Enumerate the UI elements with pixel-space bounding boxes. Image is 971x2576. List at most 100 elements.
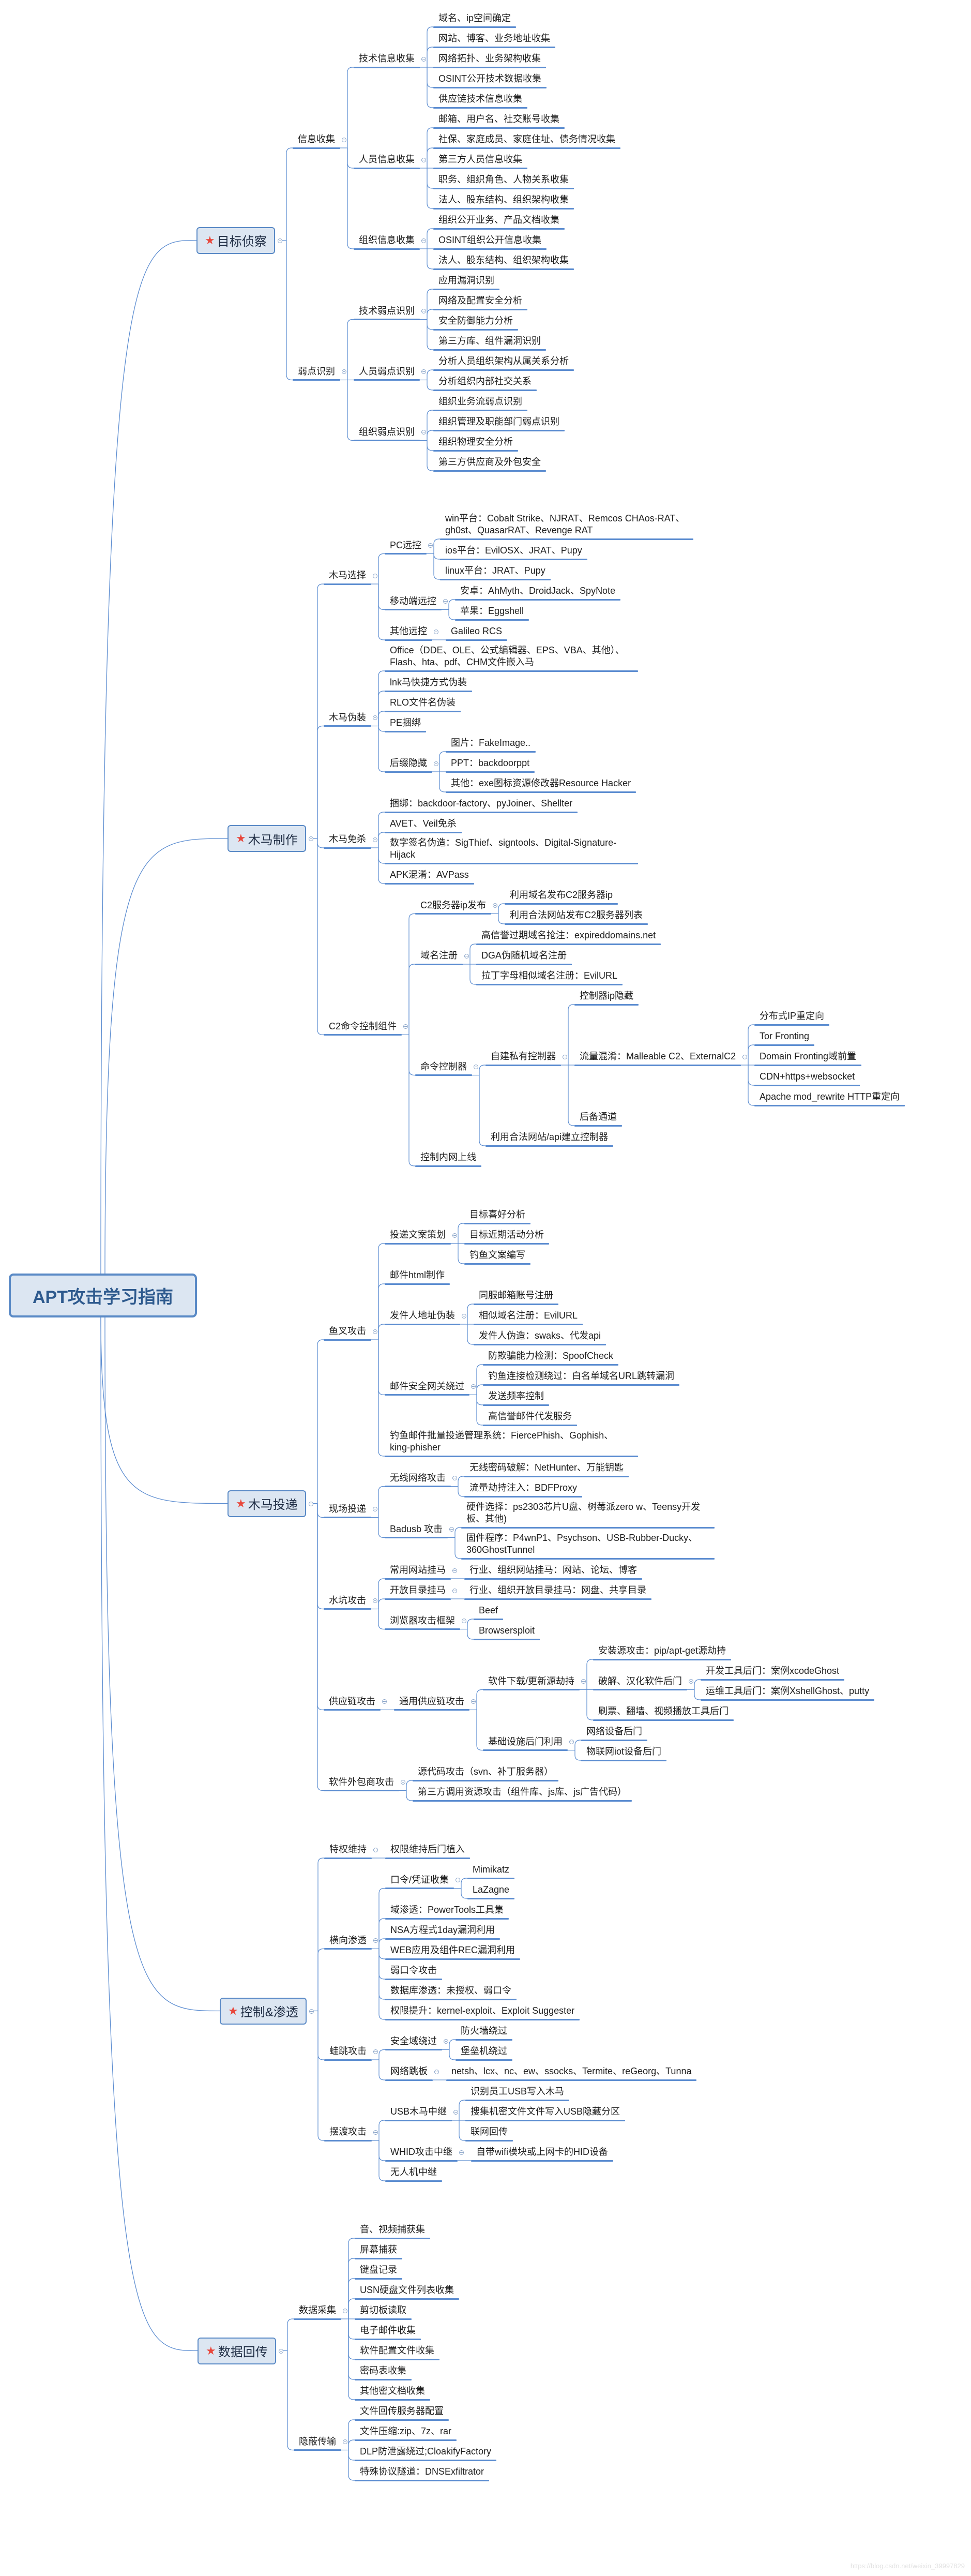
collapse-toggle-icon[interactable] — [309, 836, 313, 841]
topic-node[interactable]: 域名注册 — [420, 950, 458, 961]
collapse-toggle-icon[interactable] — [452, 1568, 457, 1573]
collapse-toggle-icon[interactable] — [444, 2039, 448, 2044]
topic-node[interactable]: WHID攻击中继 — [390, 2147, 452, 2157]
leaf-node[interactable]: 网络拓扑、业务架构收集 — [438, 53, 541, 64]
leaf-node[interactable]: 行业、组织网站挂马：网站、论坛、博客 — [469, 1565, 637, 1575]
collapse-toggle-icon[interactable] — [453, 2109, 458, 2115]
leaf-node[interactable]: 无人机中继 — [390, 2167, 437, 2177]
leaf-node[interactable]: 目标喜好分析 — [469, 1209, 525, 1220]
leaf-node[interactable]: RLO文件名伪装 — [390, 697, 456, 708]
collapse-toggle-icon[interactable] — [421, 369, 426, 374]
topic-node[interactable]: 特权维持 — [329, 1844, 367, 1854]
collapse-toggle-icon[interactable] — [309, 2009, 314, 2014]
topic-node[interactable]: 技术信息收集 — [359, 53, 415, 64]
leaf-node[interactable]: 安卓：AhMyth、DroidJack、SpyNote — [460, 586, 616, 596]
topic-node[interactable]: USB木马中继 — [390, 2106, 447, 2117]
leaf-node[interactable]: 组织公开业务、产品文档收集 — [438, 215, 559, 225]
leaf-node[interactable]: 行业、组织开放目录挂马：网盘、共享目录 — [469, 1585, 646, 1595]
leaf-node[interactable]: 分析人员组织架构从属关系分析 — [438, 356, 569, 366]
topic-node[interactable]: 通用供应链攻击 — [399, 1696, 464, 1706]
leaf-node[interactable]: win平台：Cobalt Strike、NJRAT、Remcos CHAos-R… — [445, 513, 685, 535]
leaf-node[interactable]: 第三方供应商及外包安全 — [438, 457, 541, 467]
leaf-node[interactable]: 相似域名注册：EvilURL — [479, 1310, 578, 1321]
leaf-node[interactable]: Office（DDE、OLE、公式编辑器、EPS、VBA、其他）、Flash、h… — [390, 645, 625, 667]
leaf-node[interactable]: 钓鱼文案编写 — [469, 1250, 525, 1260]
leaf-node[interactable]: 键盘记录 — [360, 2265, 397, 2275]
leaf-node[interactable]: Mimikatz — [473, 1864, 509, 1875]
leaf-node[interactable]: OSINT组织公开信息收集 — [438, 235, 542, 245]
leaf-node[interactable]: Apache mod_rewrite HTTP重定向 — [760, 1091, 900, 1102]
collapse-toggle-icon[interactable] — [474, 1065, 478, 1069]
leaf-node[interactable]: 软件配置文件收集 — [360, 2345, 434, 2356]
leaf-node[interactable]: 文件回传服务器配置 — [360, 2406, 444, 2416]
leaf-node[interactable]: Tor Fronting — [760, 1031, 810, 1041]
topic-node[interactable]: 横向渗透 — [329, 1935, 367, 1945]
collapse-toggle-icon[interactable] — [581, 1679, 586, 1684]
leaf-node[interactable]: USN硬盘文件列表收集 — [360, 2285, 454, 2295]
collapse-toggle-icon[interactable] — [373, 837, 377, 842]
topic-node[interactable]: 摆渡攻击 — [329, 2126, 367, 2137]
collapse-toggle-icon[interactable] — [421, 309, 426, 313]
topic-node[interactable]: Badusb 攻击 — [390, 1523, 443, 1534]
topic-node[interactable]: 安全域绕过 — [390, 2035, 437, 2046]
collapse-toggle-icon[interactable] — [462, 1619, 466, 1623]
leaf-node[interactable]: 第三方人员信息收集 — [438, 154, 522, 164]
topic-node[interactable]: 基础设施后门利用 — [488, 1736, 563, 1747]
leaf-node[interactable]: netsh、lcx、nc、ew、ssocks、Termite、reGeorg、T… — [451, 2066, 692, 2076]
leaf-node[interactable]: 安全防御能力分析 — [438, 316, 513, 326]
leaf-node[interactable]: APK混淆：AVPass — [390, 870, 469, 880]
leaf-node[interactable]: 密码表收集 — [360, 2365, 406, 2376]
leaf-node[interactable]: 堡垒机绕过 — [461, 2046, 507, 2056]
leaf-node[interactable]: WEB应用及组件REC漏洞利用 — [390, 1945, 515, 1955]
collapse-toggle-icon[interactable] — [343, 2308, 347, 2313]
leaf-node[interactable]: 特殊协议隧道：DNSExfiltrator — [360, 2466, 484, 2477]
leaf-node[interactable]: lnk马快捷方式伪装 — [390, 677, 467, 687]
leaf-node[interactable]: ios平台：EvilOSX、JRAT、Pupy — [445, 545, 582, 556]
topic-node[interactable]: 开放目录挂马 — [390, 1585, 446, 1595]
leaf-node[interactable]: 发送频率控制 — [488, 1391, 544, 1401]
leaf-node[interactable]: 应用漏洞识别 — [438, 275, 494, 286]
topic-node[interactable]: 软件下载/更新源劫持 — [488, 1675, 575, 1686]
topic-node[interactable]: 技术弱点识别 — [359, 305, 415, 316]
collapse-toggle-icon[interactable] — [382, 1699, 387, 1704]
collapse-toggle-icon[interactable] — [689, 1679, 693, 1684]
leaf-node[interactable]: 组织业务流弱点识别 — [438, 396, 522, 407]
leaf-node[interactable]: 搜集机密文件文件写入USB隐藏分区 — [471, 2106, 620, 2117]
collapse-toggle-icon[interactable] — [428, 543, 433, 548]
leaf-node[interactable]: 自带wifi模块或上网卡的HID设备 — [476, 2147, 608, 2157]
topic-node[interactable]: 无线网络攻击 — [390, 1472, 446, 1483]
topic-node[interactable]: 邮件安全网关绕过 — [390, 1381, 464, 1391]
leaf-node[interactable]: 发件人伪造：swaks、代发api — [479, 1330, 601, 1341]
leaf-node[interactable]: 第三方库、组件漏洞识别 — [438, 336, 541, 346]
collapse-toggle-icon[interactable] — [434, 761, 438, 766]
collapse-toggle-icon[interactable] — [373, 1847, 378, 1852]
collapse-toggle-icon[interactable] — [279, 2348, 283, 2354]
leaf-node[interactable]: 流量劫持注入：BDFProxy — [469, 1482, 578, 1493]
topic-node[interactable]: 木马免杀 — [329, 834, 366, 844]
collapse-toggle-icon[interactable] — [342, 369, 346, 374]
leaf-node[interactable]: 刷票、翻墙、视频播放工具后门 — [598, 1706, 729, 1716]
leaf-node[interactable]: 邮箱、用户名、社交账号收集 — [438, 114, 559, 124]
topic-node[interactable]: 破解、汉化软件后门 — [598, 1675, 682, 1686]
collapse-toggle-icon[interactable] — [452, 1233, 457, 1238]
leaf-node[interactable]: DLP防泄露绕过;CloakifyFactory — [360, 2446, 492, 2457]
leaf-node[interactable]: 控制器ip隐藏 — [580, 991, 634, 1001]
leaf-node[interactable]: 网络及配置安全分析 — [438, 295, 522, 306]
topic-node[interactable]: 浏览器攻击框架 — [390, 1615, 455, 1626]
leaf-node[interactable]: 供应链技术信息收集 — [438, 94, 522, 104]
leaf-node[interactable]: 钓鱼连接检测绕过：白名单域名URL跳转漏洞 — [488, 1371, 675, 1381]
collapse-toggle-icon[interactable] — [569, 1740, 574, 1744]
leaf-node[interactable]: 固件程序：P4wnP1、Psychson、USB-Rubber-Ducky、36… — [466, 1533, 698, 1555]
main-branch-4[interactable]: ★ 控制&渗透 — [220, 1997, 307, 2025]
collapse-toggle-icon[interactable] — [373, 1507, 377, 1511]
topic-node[interactable]: 人员信息收集 — [359, 154, 415, 164]
leaf-node[interactable]: 网络设备后门 — [586, 1726, 642, 1736]
leaf-node[interactable]: 数据库渗透：未授权、弱口令 — [390, 1985, 511, 1996]
topic-node[interactable]: 蛙跳攻击 — [329, 2046, 367, 2056]
leaf-node[interactable]: 社保、家庭成员、家庭住址、债务情况收集 — [438, 134, 615, 144]
collapse-toggle-icon[interactable] — [401, 1780, 405, 1785]
topic-node[interactable]: PC远控 — [390, 540, 422, 550]
leaf-node[interactable]: 物联网iot设备后门 — [586, 1746, 662, 1757]
leaf-node[interactable]: Beef — [479, 1605, 498, 1615]
collapse-toggle-icon[interactable] — [403, 1024, 408, 1029]
